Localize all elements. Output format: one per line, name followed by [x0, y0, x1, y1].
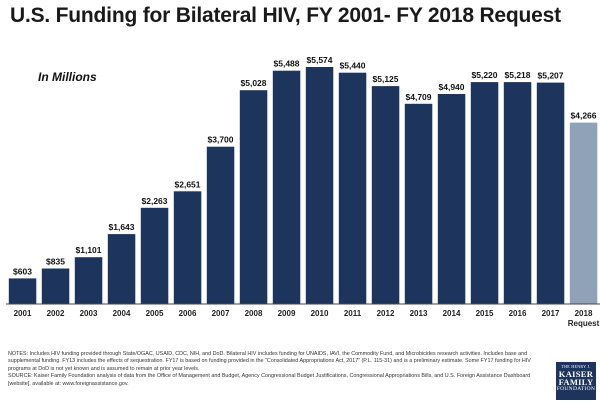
- value-label-2014: $4,940: [439, 82, 465, 92]
- value-label-2003: $1,101: [76, 245, 102, 255]
- x-tick-2003: 2003: [80, 309, 98, 318]
- notes-text: NOTES: Includes HIV funding provided thr…: [8, 351, 531, 372]
- x-tick-2001: 2001: [14, 309, 32, 318]
- bar-2005: [140, 207, 169, 304]
- x-tick-2006: 2006: [179, 309, 197, 318]
- bar-2018: [569, 122, 598, 304]
- value-label-2004: $1,643: [109, 222, 135, 232]
- value-label-2010: $5,574: [307, 55, 333, 65]
- value-label-2005: $2,263: [142, 196, 168, 206]
- value-label-2013: $4,709: [406, 92, 432, 102]
- x-tick-2016: 2016: [509, 309, 527, 318]
- logo-line-3: FAMILY: [558, 377, 594, 387]
- x-tick-2017: 2017: [542, 309, 560, 318]
- x-tick-2004: 2004: [113, 309, 131, 318]
- bar-2002: [41, 268, 70, 304]
- bar-2006: [173, 191, 202, 304]
- value-label-2011: $5,440: [340, 61, 366, 71]
- chart-notes: NOTES: Includes HIV funding provided thr…: [8, 351, 548, 388]
- value-label-2002: $835: [46, 257, 65, 267]
- x-tick-2008: 2008: [245, 309, 263, 318]
- x-tick-2013: 2013: [410, 309, 428, 318]
- value-label-2015: $5,220: [472, 70, 498, 80]
- bar-2010: [305, 67, 334, 304]
- x-tick-2009: 2009: [278, 309, 296, 318]
- bar-2013: [404, 103, 433, 304]
- x-tick-sublabel-2018: Request: [568, 319, 600, 328]
- bar-2014: [437, 94, 466, 304]
- value-label-2017: $5,207: [538, 71, 564, 81]
- source-text: SOURCE: Kaiser Family Foundation analysi…: [8, 373, 531, 387]
- value-label-2008: $5,028: [241, 78, 267, 88]
- bar-2016: [503, 82, 532, 304]
- bar-2017: [536, 82, 565, 304]
- bar-2015: [470, 82, 499, 304]
- bar-2012: [371, 86, 400, 304]
- logo-line-4: FOUNDATION: [556, 386, 596, 392]
- chart-subtitle: In Millions: [38, 70, 97, 84]
- bar-2003: [74, 257, 103, 304]
- bar-2007: [206, 146, 235, 304]
- chart-title: U.S. Funding for Bilateral HIV, FY 2001-…: [10, 4, 561, 27]
- x-tick-2007: 2007: [212, 309, 230, 318]
- x-tick-2018: 2018: [575, 309, 593, 318]
- x-tick-2002: 2002: [47, 309, 65, 318]
- x-tick-2012: 2012: [377, 309, 395, 318]
- value-label-2006: $2,651: [175, 179, 201, 189]
- bar-2008: [239, 90, 268, 304]
- bar-chart: $603 2001 $835 2002 $1,101 2003 $1,643 2004 $2,2…: [6, 55, 600, 328]
- bar-2011: [338, 72, 367, 304]
- x-tick-2015: 2015: [476, 309, 494, 318]
- x-tick-2011: 2011: [344, 309, 362, 318]
- value-label-2012: $5,125: [373, 74, 399, 84]
- value-label-2018: $4,266: [571, 111, 597, 121]
- logo-line-2: KAISER: [558, 369, 594, 379]
- value-label-2009: $5,488: [274, 59, 300, 69]
- bar-2001: [8, 278, 37, 304]
- value-label-2016: $5,218: [505, 70, 531, 80]
- bar-2009: [272, 70, 301, 304]
- value-label-2001: $603: [13, 266, 32, 276]
- logo-line-1: THE HENRY J.: [561, 364, 591, 369]
- x-tick-2005: 2005: [146, 309, 164, 318]
- kff-logo: THE HENRY J. KAISER FAMILY FOUNDATION: [556, 362, 596, 400]
- value-label-2007: $3,700: [208, 135, 234, 145]
- x-tick-2014: 2014: [443, 309, 461, 318]
- x-tick-2010: 2010: [311, 309, 329, 318]
- bar-2004: [107, 234, 136, 304]
